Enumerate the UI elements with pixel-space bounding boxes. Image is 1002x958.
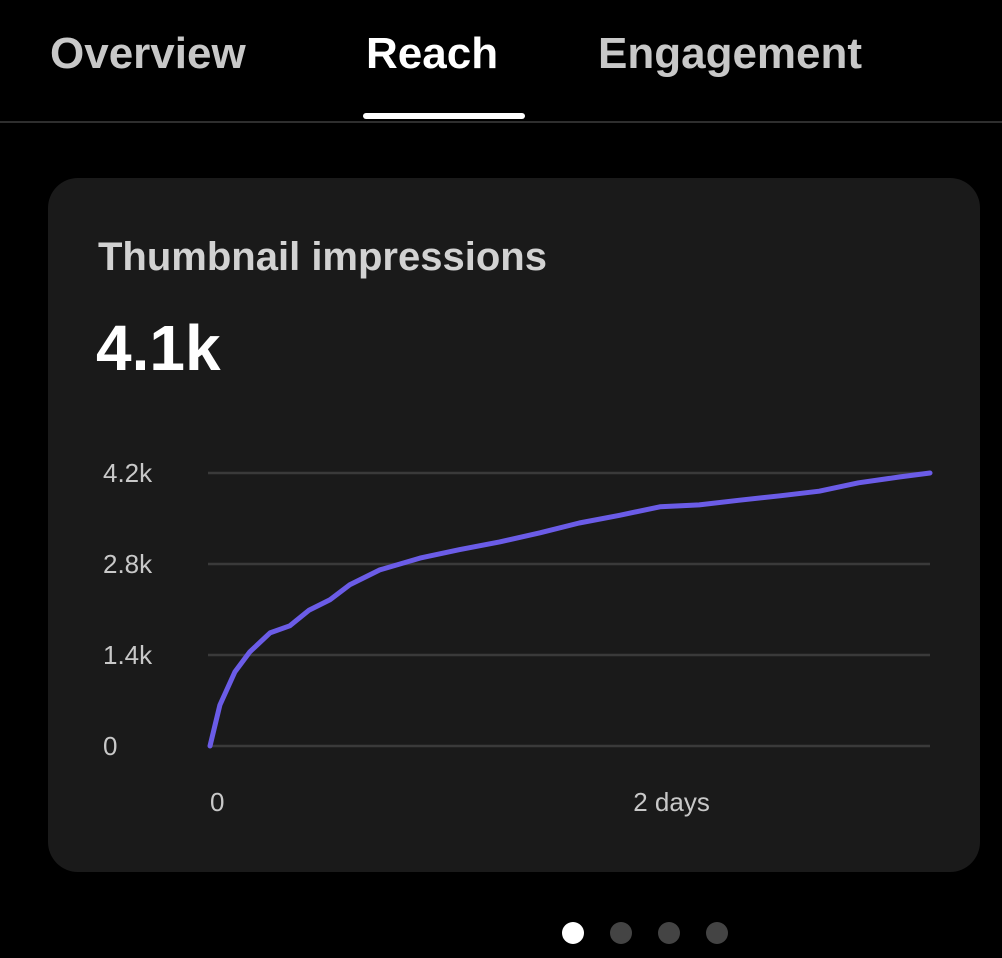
y-tick-label: 2.8k xyxy=(103,549,153,579)
line xyxy=(207,470,933,749)
divider xyxy=(0,121,1002,123)
y-tick-label: 4.2k xyxy=(103,458,153,488)
tab[interactable]: Engagement xyxy=(598,29,862,78)
y-tick-label: 0 xyxy=(103,731,117,761)
tab-underline xyxy=(363,113,525,119)
tab[interactable]: Overview xyxy=(50,29,246,78)
card-title: Thumbnail impressions xyxy=(98,235,547,279)
page-dot[interactable] xyxy=(610,922,632,944)
card[interactable] xyxy=(48,178,980,872)
page-dot[interactable] xyxy=(706,922,728,944)
plot: 0 1.4k 2.8k 4.2k 0 2 days xyxy=(103,458,933,817)
card-value: 4.1k xyxy=(96,312,221,384)
y-tick-label: 1.4k xyxy=(103,640,153,670)
x-tick-label: 2 days xyxy=(633,787,710,817)
tab-active[interactable]: Reach xyxy=(366,29,498,78)
x-tick-label: 0 xyxy=(210,787,224,817)
page-dot[interactable] xyxy=(658,922,680,944)
page-dot-active[interactable] xyxy=(562,922,584,944)
